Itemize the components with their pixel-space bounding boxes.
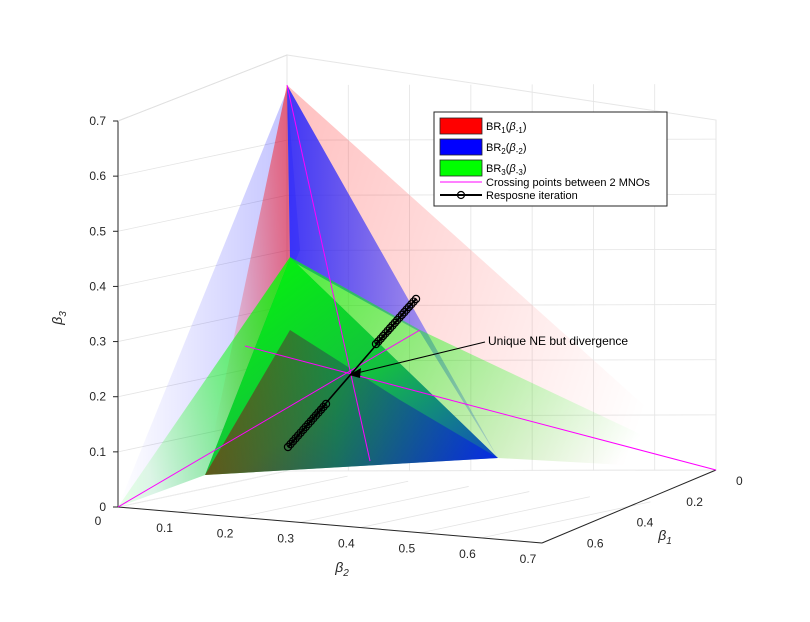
legend-label: BR2(β-2) — [486, 142, 527, 156]
iteration-marker — [392, 315, 402, 325]
y-tick-label: 0.5 — [399, 542, 416, 556]
core-surface — [205, 330, 498, 475]
iteration-marker — [376, 334, 385, 343]
y-tick-label: 0.6 — [459, 547, 476, 561]
z-tick-label: 0 — [99, 500, 106, 514]
svg-text:β2: β2 — [334, 559, 349, 579]
iteration-marker — [388, 321, 397, 330]
iteration-marker — [301, 422, 310, 432]
z-tick-label: 0.4 — [89, 279, 106, 293]
legend-label: Crossing points between 2 MNOs — [486, 177, 650, 189]
legend-swatch — [439, 159, 483, 177]
iteration-marker — [411, 294, 421, 304]
iteration-marker — [309, 414, 318, 423]
iteration-marker — [291, 434, 300, 443]
response-iteration — [283, 294, 421, 452]
iteration-marker — [286, 439, 295, 449]
iteration-marker — [385, 323, 395, 333]
y-tick-label: 0.7 — [520, 552, 537, 566]
iteration-lower-segment — [283, 399, 331, 452]
y-tick-label: 0.4 — [338, 537, 355, 551]
legend-label: BR3(β-3) — [486, 163, 527, 177]
br1-surface-right-fade — [287, 85, 716, 470]
ne-annotation: Unique NE but divergence — [349, 334, 628, 378]
x-axis-label: β1 — [657, 527, 672, 547]
iteration-marker — [383, 326, 392, 335]
crossing-lines — [117, 84, 717, 508]
iteration-marker — [374, 337, 383, 346]
iteration-marker — [314, 408, 323, 417]
iteration-marker — [400, 308, 409, 317]
z-tick-label: 0.5 — [89, 224, 106, 238]
svg-text:β3: β3 — [49, 311, 69, 326]
iteration-marker — [404, 302, 414, 312]
y-axis-label: β2 — [334, 559, 349, 579]
legend-swatch — [439, 117, 483, 135]
iteration-marker — [390, 318, 400, 328]
iteration-marker — [402, 305, 411, 314]
y-tick-label: 0.2 — [217, 526, 234, 540]
x-tick-label: 0.6 — [587, 537, 604, 551]
x-tick-label: 0.4 — [637, 516, 654, 530]
z-tick-label: 0.3 — [89, 335, 106, 349]
legend-item-br1: BR1(β-1) — [439, 117, 527, 135]
y-tick-label: 0.3 — [277, 531, 294, 545]
iteration-marker — [381, 329, 390, 338]
br3-surface-left — [118, 257, 290, 507]
iteration-marker — [311, 411, 321, 420]
z-tick-label: 0.7 — [89, 114, 106, 128]
x-tick-label: 0.2 — [686, 495, 703, 509]
iteration-marker — [293, 431, 303, 440]
legend-label: BR1(β-1) — [486, 121, 527, 135]
x-axis-ticks: 0 0.2 0.4 0.6 — [587, 474, 743, 551]
iteration-marker — [409, 297, 418, 306]
br2-surface-left-fade — [118, 90, 300, 507]
iteration-marker — [371, 339, 381, 349]
z-axis-ticks: 0 0.1 0.2 0.3 0.4 0.5 0.6 0.7 — [89, 114, 118, 514]
y-tick-label: 0 — [95, 514, 102, 528]
z-tick-label: 0.2 — [89, 390, 106, 404]
y-axis-ticks: 0 0.1 0.2 0.3 0.4 0.5 0.6 0.7 — [95, 514, 537, 566]
iteration-marker — [397, 310, 407, 320]
iteration-marker — [296, 428, 305, 437]
crossing-line-1 — [286, 84, 371, 462]
legend-label: Resposne iteration — [486, 190, 578, 202]
iteration-marker — [283, 442, 293, 452]
legend-item-iter: Resposne iteration — [440, 190, 578, 202]
crossing-line-3 — [117, 329, 421, 508]
iteration-marker — [299, 425, 308, 434]
iteration-marker — [316, 405, 326, 414]
z-tick-label: 0.1 — [89, 445, 106, 459]
iteration-marker — [321, 399, 331, 409]
x-tick-label: 0 — [736, 474, 743, 488]
legend-swatch — [439, 138, 483, 156]
iteration-marker — [306, 417, 315, 426]
z-axis-label: β3 — [49, 311, 69, 326]
y-tick-label: 0.1 — [156, 521, 173, 535]
surfaces — [118, 85, 716, 507]
iteration-marker — [378, 331, 388, 341]
iteration-marker — [288, 437, 298, 446]
crossing-line-2 — [244, 345, 717, 471]
legend-marker — [456, 190, 466, 200]
iteration-marker — [395, 313, 404, 322]
br3-surface-right — [290, 257, 716, 470]
iteration-marker — [407, 300, 416, 309]
iteration-marker — [304, 419, 313, 429]
svg-text:β1: β1 — [657, 527, 672, 547]
legend-item-br3: BR3(β-3) — [439, 159, 527, 177]
legend-item-br2: BR2(β-2) — [439, 138, 527, 156]
z-tick-label: 0.6 — [89, 169, 106, 183]
iteration-upper-segment — [371, 294, 421, 349]
legend: BR1(β-1) BR2(β-2) BR3(β-3)Crossing points … — [433, 111, 668, 207]
iteration-marker — [319, 402, 328, 412]
annotation-text: Unique NE but divergence — [488, 334, 628, 348]
legend-item-cross: Crossing points between 2 MNOs — [440, 177, 650, 189]
